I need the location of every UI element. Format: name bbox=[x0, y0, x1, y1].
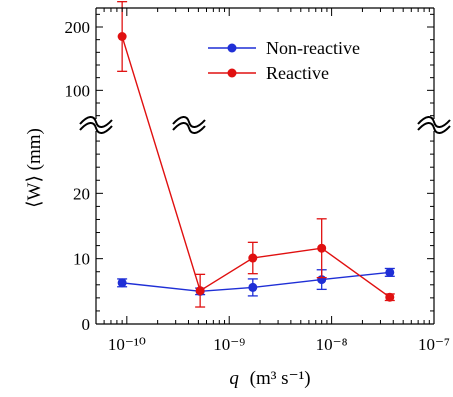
y-tick-label: 10 bbox=[73, 250, 90, 269]
legend-marker bbox=[227, 68, 237, 78]
x-tick-label: 10⁻¹⁰ bbox=[108, 335, 146, 354]
x-axis-label-var: q bbox=[229, 368, 239, 389]
data-point bbox=[317, 243, 327, 253]
break-stroke-1 bbox=[417, 116, 451, 128]
x-axis-label-units: (m³ s⁻¹) bbox=[250, 368, 311, 389]
data-point bbox=[248, 253, 258, 263]
legend-entry: Non-reactive bbox=[208, 38, 360, 58]
series-non-reactive bbox=[117, 267, 395, 297]
break-stroke-2 bbox=[79, 122, 113, 134]
break-stroke-1 bbox=[79, 116, 113, 128]
x-tick-label: 10⁻⁸ bbox=[316, 335, 348, 354]
series-reactive bbox=[117, 1, 395, 308]
right-axis-break-mark bbox=[417, 116, 451, 134]
break-stroke-2 bbox=[172, 122, 206, 134]
break-stroke-2 bbox=[417, 122, 451, 134]
y-tick-label: 0 bbox=[82, 315, 91, 334]
legend-entry: Reactive bbox=[208, 63, 329, 83]
data-point bbox=[117, 278, 127, 288]
legend-marker bbox=[227, 43, 237, 53]
data-point bbox=[195, 286, 205, 296]
legend-label: Non-reactive bbox=[266, 38, 360, 58]
y-tick-label: 20 bbox=[73, 184, 90, 203]
data-point bbox=[117, 32, 127, 41]
y-axis-break-mark bbox=[79, 116, 113, 134]
y-axis-label: ⟨W⟩ (mm) bbox=[24, 128, 45, 208]
y-tick-label: 100 bbox=[65, 81, 91, 100]
data-point bbox=[385, 292, 395, 302]
x-tick-label: 10⁻⁷ bbox=[418, 335, 450, 354]
legend-label: Reactive bbox=[266, 63, 329, 83]
y-tick-label: 200 bbox=[65, 18, 91, 37]
data-point bbox=[385, 267, 395, 277]
break-stroke-1 bbox=[172, 116, 206, 128]
data-point bbox=[248, 282, 258, 292]
x-tick-label: 10⁻⁹ bbox=[213, 335, 245, 354]
data-break-mark bbox=[172, 116, 206, 134]
x-axis-label: q (m³ s⁻¹) bbox=[229, 368, 310, 389]
